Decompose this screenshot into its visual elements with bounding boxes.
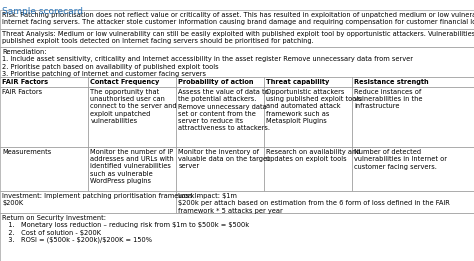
Bar [0,213,474,261]
Bar [352,87,474,147]
Text: The opportunity that
unauthorised user can
connect to the server and
exploit unp: The opportunity that unauthorised user c… [91,89,177,124]
Text: FAIR Factors: FAIR Factors [2,89,43,95]
Text: Investment: Implement patching prioritisation framework -
$200K: Investment: Implement patching prioritis… [2,193,200,206]
Bar [176,87,264,147]
Text: Threat capability: Threat capability [266,79,330,85]
Bar [0,147,88,191]
Bar [264,87,352,147]
Bar [264,77,352,87]
Text: Monitor the inventory of
valuable data on the target
server: Monitor the inventory of valuable data o… [179,149,270,169]
Bar [176,191,474,213]
Text: Threat Analysis: Medium or low vulnerability can still be easily exploited with : Threat Analysis: Medium or low vulnerabi… [2,31,474,44]
Text: Assess the value of data to
the potential attackers.
Remove unnecessary data
set: Assess the value of data to the potentia… [179,89,271,131]
Bar [0,87,88,147]
Text: Remediation:
1. Include asset sensitivity, criticality and Internet accessibilit: Remediation: 1. Include asset sensitivit… [2,49,413,77]
Bar [88,147,176,191]
Text: Research on availability and
updates on exploit tools: Research on availability and updates on … [266,149,361,162]
Text: Risk: Patching prioritisation does not reflect value or criticality of asset. Th: Risk: Patching prioritisation does not r… [2,12,474,25]
Bar [352,147,474,191]
Text: Measurements: Measurements [2,149,52,155]
Text: Loss Impact: $1m
$200k per attach based on estimation from the 6 form of loss de: Loss Impact: $1m $200k per attach based … [179,193,450,213]
Bar [88,87,176,147]
Bar [176,77,264,87]
Bar [0,29,474,47]
Bar [352,77,474,87]
Text: Probability of action: Probability of action [179,79,254,85]
Text: Opportunistic attackers
using published exploit tools
and automated attack
frame: Opportunistic attackers using published … [266,89,362,124]
Bar [0,47,474,77]
Text: Resistance strength: Resistance strength [355,79,429,85]
Bar [264,147,352,191]
Text: Contact Frequency: Contact Frequency [91,79,160,85]
Bar [88,77,176,87]
Text: Number of detected
vulnerabilities in Internet or
customer facing servers.: Number of detected vulnerabilities in In… [355,149,447,169]
Bar [176,147,264,191]
Bar [0,10,474,29]
Text: Sample scorecard: Sample scorecard [2,7,83,16]
Text: FAIR Factors: FAIR Factors [2,79,49,85]
Text: Monitor the number of IP
addresses and URLs with
identified vulnerabilities
such: Monitor the number of IP addresses and U… [91,149,174,184]
Text: Reduce instances of
vulnerabilities in the
infrastructure: Reduce instances of vulnerabilities in t… [355,89,423,110]
Text: Return on Security Investment:
   1.   Monetary loss reduction – reducing risk f: Return on Security Investment: 1. Moneta… [2,215,250,243]
Bar [0,77,88,87]
Bar [0,191,176,213]
